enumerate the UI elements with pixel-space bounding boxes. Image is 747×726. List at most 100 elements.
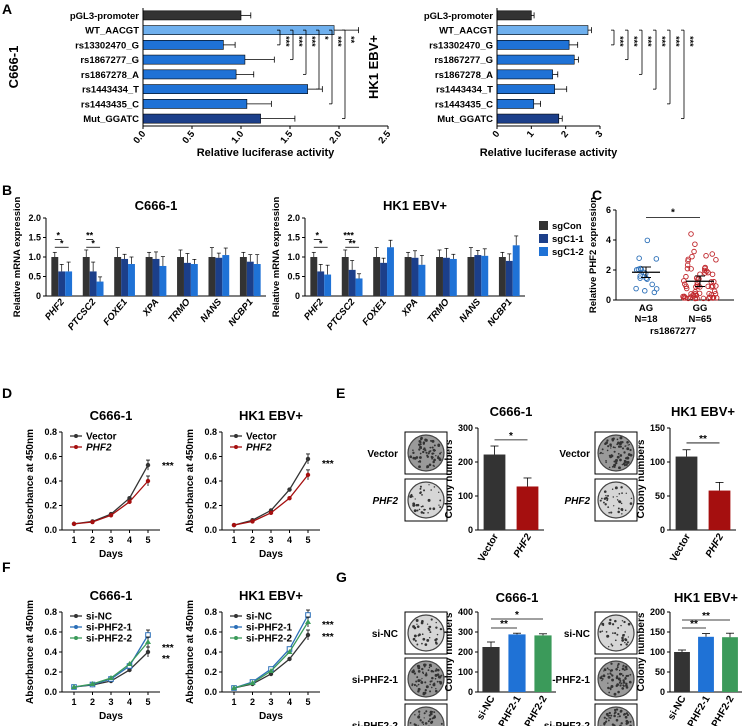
bar bbox=[534, 635, 552, 692]
colony-dot bbox=[429, 711, 432, 714]
category-label: pGL3-promoter bbox=[424, 11, 493, 22]
chart-title: HK1 EBV+ bbox=[239, 408, 303, 423]
colony-dot bbox=[433, 682, 436, 685]
data-point bbox=[71, 684, 77, 689]
x-axis-label: Relative luciferase activity bbox=[480, 147, 618, 159]
colony-dot bbox=[610, 714, 613, 717]
photo-label: si-PHF2-2 bbox=[352, 721, 399, 726]
colony-dot bbox=[601, 448, 604, 451]
colony-dot bbox=[627, 636, 629, 638]
colony-dot bbox=[613, 460, 616, 463]
y-tick-label: 400 bbox=[458, 607, 473, 617]
colony-dot bbox=[601, 497, 603, 500]
colony-dot bbox=[609, 687, 612, 690]
x-axis-label: Days bbox=[259, 549, 283, 560]
significance-label: ** bbox=[699, 434, 707, 445]
colony-dot bbox=[420, 511, 424, 514]
chart-title: HK1 EBV+ bbox=[671, 404, 735, 419]
bar bbox=[215, 257, 223, 296]
photo-label: si-NC bbox=[564, 629, 590, 640]
category-label: AG bbox=[639, 303, 653, 314]
category-label: rs13302470_G bbox=[75, 40, 139, 51]
colony-dot bbox=[606, 667, 609, 670]
colony-dot bbox=[614, 711, 617, 714]
significance-label: *** bbox=[333, 36, 343, 47]
colony-dot bbox=[617, 626, 620, 629]
significance-label: *** bbox=[671, 36, 681, 47]
category-label: Vector bbox=[476, 532, 501, 564]
colony-dot bbox=[434, 638, 437, 642]
colony-dot bbox=[419, 719, 422, 722]
colony-dot bbox=[613, 450, 616, 453]
significance-label: *** bbox=[643, 36, 653, 47]
category-label: rs1867278_A bbox=[81, 70, 139, 81]
bar bbox=[516, 486, 539, 530]
colony-dot bbox=[610, 684, 614, 688]
bar bbox=[114, 257, 122, 296]
colony-dot bbox=[615, 708, 619, 711]
colony-dot bbox=[414, 723, 417, 726]
colony-dish bbox=[597, 481, 635, 519]
significance-label: *** bbox=[685, 36, 695, 47]
chart-title: C666-1 bbox=[6, 46, 21, 89]
data-point bbox=[709, 271, 716, 278]
chart-title: C666-1 bbox=[135, 198, 178, 213]
x-axis-label: Days bbox=[259, 711, 283, 722]
colony-dot bbox=[417, 687, 421, 691]
data-point bbox=[633, 285, 639, 292]
y-tick-label: 0.8 bbox=[204, 427, 217, 437]
data-point bbox=[653, 286, 660, 292]
colony-dot bbox=[412, 637, 416, 641]
bar bbox=[239, 257, 247, 296]
bar bbox=[483, 454, 506, 530]
colony-dot bbox=[420, 447, 423, 450]
colony-dot bbox=[433, 444, 436, 447]
colony-dot bbox=[619, 458, 622, 462]
data-point bbox=[90, 519, 95, 525]
colony-dot bbox=[415, 619, 419, 622]
data-point bbox=[89, 681, 96, 686]
colony-dot bbox=[621, 447, 625, 450]
x-tick-label: 2.0 bbox=[327, 129, 344, 146]
colony-dot bbox=[623, 669, 626, 671]
colony-dot bbox=[623, 451, 626, 454]
colony-dot bbox=[623, 620, 626, 624]
colony-dot bbox=[414, 639, 417, 642]
colony-dot bbox=[617, 716, 619, 718]
data-point bbox=[682, 281, 688, 287]
data-point bbox=[710, 295, 716, 301]
category-label: FOXE1 bbox=[360, 297, 388, 328]
y-tick-label: 6 bbox=[606, 205, 611, 215]
category-label: rs1443435_C bbox=[435, 99, 493, 110]
data-point bbox=[305, 619, 311, 624]
photo-label: PHF2 bbox=[564, 496, 590, 507]
colony-dot bbox=[428, 507, 432, 510]
panel-letter-d: D bbox=[2, 385, 12, 401]
x-tick-label: 0 bbox=[490, 129, 502, 140]
y-tick-label: 0 bbox=[660, 525, 665, 535]
category-label: rs1867277_G bbox=[434, 55, 493, 66]
bar bbox=[208, 257, 216, 296]
y-tick-label: 0.8 bbox=[44, 427, 57, 437]
bar bbox=[142, 69, 237, 80]
x-tick-label: 4 bbox=[127, 535, 132, 545]
y-axis-label: Relative mRNA expression bbox=[12, 197, 23, 318]
legend-label: Vector bbox=[86, 432, 117, 443]
colony-dot bbox=[416, 503, 420, 507]
y-tick-label: 100 bbox=[650, 647, 665, 657]
colony-dot bbox=[605, 720, 608, 723]
category-label: Vector bbox=[668, 532, 693, 564]
colony-dot bbox=[417, 665, 421, 669]
bar bbox=[142, 84, 308, 94]
colony-dot bbox=[439, 680, 441, 683]
significance-label: *** bbox=[343, 230, 354, 240]
colony-dot bbox=[626, 713, 630, 717]
colony-dot bbox=[626, 641, 629, 644]
photo-label: si-PHF2-1 bbox=[352, 675, 399, 686]
bar bbox=[675, 456, 698, 530]
colony-dot bbox=[622, 679, 625, 682]
colony-dot bbox=[622, 681, 626, 684]
colony-dot bbox=[606, 497, 609, 500]
colony-dot bbox=[610, 447, 612, 449]
colony-dot bbox=[625, 684, 628, 687]
